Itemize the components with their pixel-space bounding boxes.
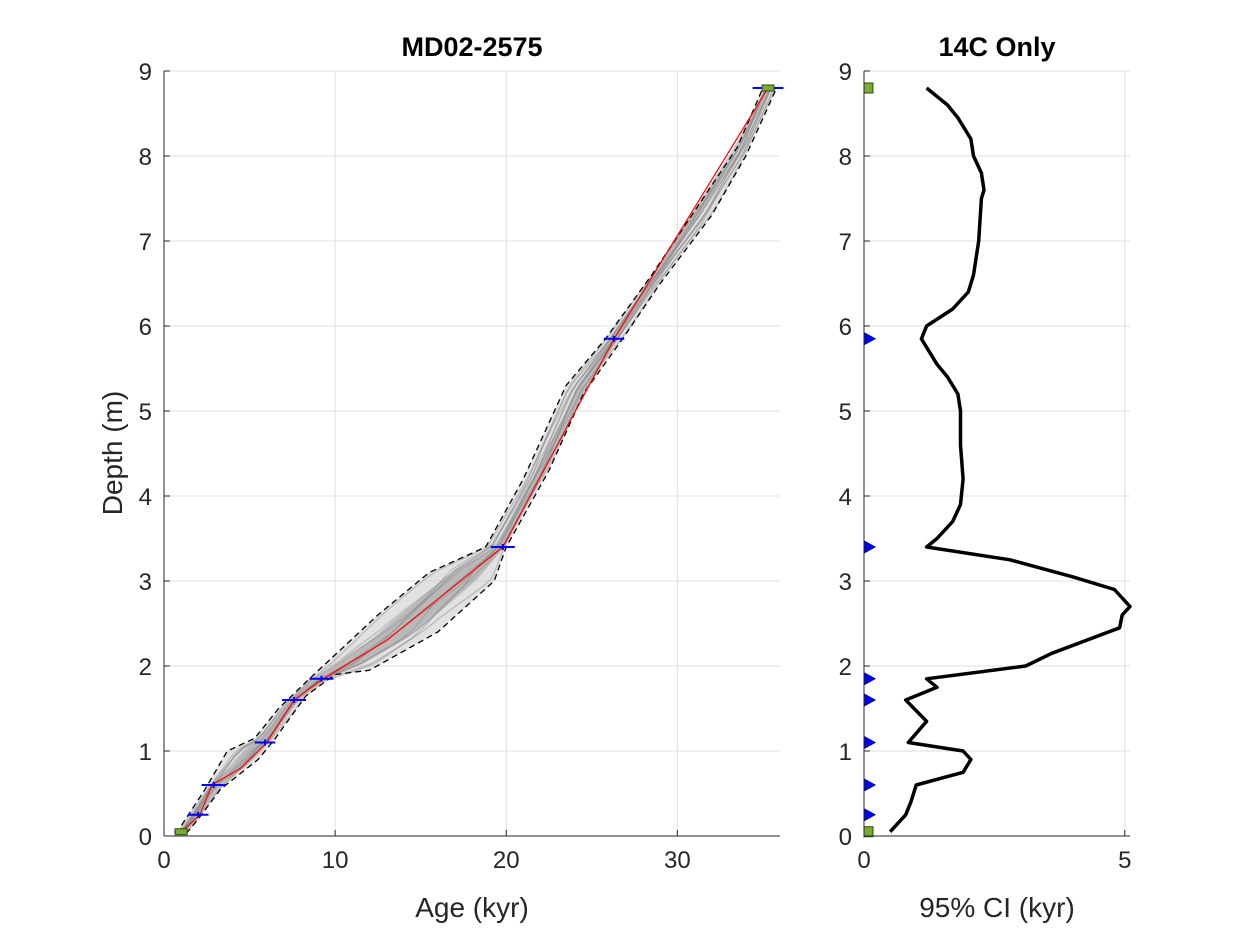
left-title: MD02-2575	[401, 32, 542, 62]
right-axes: 0 5 0 1 2 3 4 5 6 7 8 9	[839, 59, 1132, 874]
right-y-tick-label: 6	[839, 314, 852, 341]
tiepoint-marker	[174, 828, 188, 836]
lower-95-line	[185, 87, 778, 834]
right-y-tick-label: 8	[839, 144, 852, 171]
ci-width-line	[888, 86, 1132, 833]
ensemble-realization	[181, 87, 772, 834]
right-y-tick-label: 5	[839, 399, 852, 426]
ci-band	[176, 88, 777, 834]
left-axes: 0 10 20 30 0 1 2 3 4 5 6 7 8 9	[139, 59, 780, 874]
right-y-tick-label: 0	[839, 824, 852, 851]
ensemble-realization	[178, 87, 768, 834]
left-x-tick-label: 0	[157, 847, 170, 874]
left-xlabel: Age (kyr)	[415, 892, 529, 923]
right-y-tick-label: 7	[839, 229, 852, 256]
age-depth-panel: 0 10 20 30 0 1 2 3 4 5 6 7 8 9 MD02-2575 Age (kyr) De…	[97, 32, 784, 923]
tiepoint-depth-marker	[863, 826, 874, 838]
right-xlabel: 95% CI (kyr)	[919, 892, 1075, 923]
right-title: 14C Only	[938, 32, 1055, 62]
left-y-tick-label: 0	[139, 824, 152, 851]
right-x-tick-label: 0	[857, 847, 870, 874]
right-y-tick-label: 9	[839, 59, 852, 86]
tiepoint-depth-marker	[863, 82, 874, 94]
right-x-tick-label: 5	[1118, 847, 1131, 874]
right-y-tick-label: 2	[839, 654, 852, 681]
left-x-tick-label: 30	[664, 847, 691, 874]
left-y-tick-label: 4	[139, 484, 152, 511]
right-y-tick-label: 4	[839, 484, 852, 511]
ci-panel: 0 5 0 1 2 3 4 5 6 7 8 9 14C Only 95% CI (kyr)	[839, 32, 1132, 923]
ensemble-realization	[185, 87, 777, 834]
left-y-tick-label: 9	[139, 59, 152, 86]
left-y-tick-label: 2	[139, 654, 152, 681]
left-ylabel: Depth (m)	[97, 391, 128, 515]
right-series	[888, 86, 1132, 833]
left-x-tick-label: 10	[322, 847, 349, 874]
ensemble-realization	[179, 87, 768, 834]
ensemble-realization	[179, 87, 767, 834]
left-y-tick-label: 3	[139, 569, 152, 596]
ensemble-realization	[176, 87, 766, 834]
left-y-tick-label: 6	[139, 314, 152, 341]
tiepoint-marker	[761, 84, 775, 92]
ensemble-realization	[183, 87, 775, 834]
left-y-tick-label: 8	[139, 144, 152, 171]
right-y-tick-label: 1	[839, 739, 852, 766]
ensemble-realization	[180, 87, 772, 834]
age-constraints	[174, 84, 784, 836]
left-y-tick-label: 7	[139, 229, 152, 256]
left-y-tick-label: 5	[139, 399, 152, 426]
left-x-tick-label: 20	[493, 847, 520, 874]
right-y-tick-label: 3	[839, 569, 852, 596]
left-y-tick-label: 1	[139, 739, 152, 766]
